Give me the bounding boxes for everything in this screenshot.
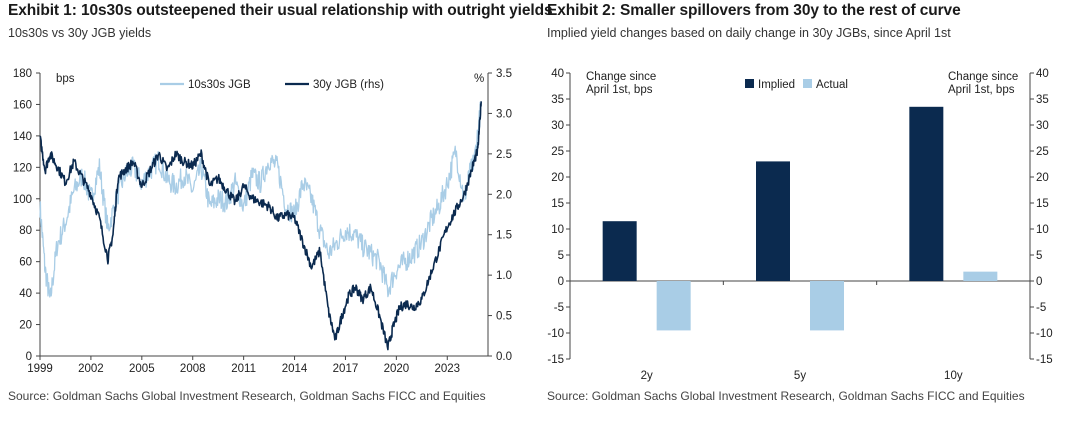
left-tick-label: 100 <box>13 194 32 206</box>
right-tick-label: 1.0 <box>496 270 512 282</box>
left-tick-label: 0 <box>558 276 564 288</box>
exhibit-2-title: Exhibit 2: Smaller spillovers from 30y t… <box>547 2 961 19</box>
x-tick-label: 2023 <box>434 363 460 375</box>
legend-label: Implied <box>758 79 795 91</box>
left-tick-label: 10 <box>551 224 564 236</box>
right-tick-label: 0.5 <box>496 311 512 323</box>
left-tick-label: 180 <box>13 68 32 80</box>
x-tick-label: 2017 <box>333 363 359 375</box>
legend-swatch <box>745 79 754 88</box>
left-axis-unit: bps <box>56 73 75 85</box>
left-tick-label: 40 <box>19 288 32 300</box>
right-tick-label: -5 <box>1036 302 1046 314</box>
series-line-10s30s-jgb <box>39 101 482 298</box>
left-tick-label: -10 <box>547 328 564 340</box>
right-tick-label: -10 <box>1036 328 1053 340</box>
bar-implied-10y <box>909 106 944 281</box>
right-tick-label: 30 <box>1036 120 1049 132</box>
left-tick-label: 80 <box>19 225 32 237</box>
x-tick-label: 1999 <box>27 363 53 375</box>
left-tick-label: 160 <box>13 99 32 111</box>
exhibit-2-source: Source: Goldman Sachs Global Investment … <box>547 389 1025 403</box>
legend-label: 30y JGB (rhs) <box>313 79 384 91</box>
category-label: 10y <box>944 370 963 382</box>
right-tick-label: -15 <box>1036 354 1053 366</box>
left-tick-label: 40 <box>551 68 564 80</box>
right-tick-label: 20 <box>1036 172 1049 184</box>
left-tick-label: 60 <box>19 257 32 269</box>
right-tick-label: 35 <box>1036 94 1049 106</box>
left-tick-label: 0 <box>26 351 32 363</box>
bar-implied-5y <box>756 161 790 281</box>
exhibit-1-source: Source: Goldman Sachs Global Investment … <box>8 389 486 403</box>
bar-actual-5y <box>810 281 844 331</box>
exhibit-1-title: Exhibit 1: 10s30s outsteepened their usu… <box>8 2 553 19</box>
left-tick-label: -15 <box>547 354 564 366</box>
legend-label: Actual <box>816 79 848 91</box>
right-tick-label: 0 <box>1036 276 1042 288</box>
left-tick-label: 5 <box>558 250 564 262</box>
x-tick-label: 2005 <box>129 363 155 375</box>
left-axis-note: Change since April 1st, bps <box>586 71 656 96</box>
right-axis-note: Change since April 1st, bps <box>948 71 1018 96</box>
left-tick-label: 20 <box>19 320 32 332</box>
right-axis-unit: % <box>474 73 484 85</box>
x-tick-label: 2014 <box>282 363 308 375</box>
category-label: 5y <box>794 370 806 382</box>
series-line-30y-jgb <box>39 101 482 351</box>
left-tick-label: 30 <box>551 120 564 132</box>
left-tick-label: 25 <box>551 146 564 158</box>
x-tick-label: 2008 <box>180 363 206 375</box>
x-tick-label: 2002 <box>78 363 104 375</box>
right-tick-label: 25 <box>1036 146 1049 158</box>
bar-actual-10y <box>963 271 998 281</box>
legend-swatch <box>803 79 812 88</box>
exhibit-2-chart: -15 -15 -10 -10 -5 -5 0 0 5 5 10 10 15 15 20 20 25 25 30 30… <box>547 68 1053 382</box>
exhibit-1-chart: 0 20 40 60 80 100 120 140 160 180 0.0 0.5 1.0 1.5 2.0 2… <box>13 68 512 375</box>
bar-implied-2y <box>602 221 637 281</box>
exhibit-2-subtitle: Implied yield changes based on daily cha… <box>547 26 951 40</box>
exhibit-1-panel: Exhibit 1: 10s30s outsteepened their usu… <box>0 0 553 423</box>
left-tick-label: 20 <box>551 172 564 184</box>
left-tick-label: 120 <box>13 162 32 174</box>
left-tick-label: -5 <box>554 302 564 314</box>
right-tick-label: 3.0 <box>496 108 512 120</box>
right-tick-label: 15 <box>1036 198 1049 210</box>
right-tick-label: 5 <box>1036 250 1042 262</box>
legend-label: 10s30s JGB <box>188 79 251 91</box>
right-tick-label: 2.0 <box>496 189 512 201</box>
right-tick-label: 3.5 <box>496 68 512 80</box>
left-tick-label: 15 <box>551 198 564 210</box>
right-tick-label: 1.5 <box>496 230 512 242</box>
category-label: 2y <box>641 370 653 382</box>
exhibit-2-panel: Exhibit 2: Smaller spillovers from 30y t… <box>540 0 1071 423</box>
bar-actual-2y <box>656 281 691 331</box>
right-tick-label: 0.0 <box>496 351 512 363</box>
right-tick-label: 10 <box>1036 224 1049 236</box>
left-tick-label: 140 <box>13 131 32 143</box>
x-tick-label: 2011 <box>231 363 256 375</box>
right-tick-label: 40 <box>1036 68 1049 80</box>
exhibit-1-subtitle: 10s30s vs 30y JGB yields <box>8 26 152 40</box>
right-tick-label: 2.5 <box>496 149 512 161</box>
x-tick-label: 2020 <box>384 363 410 375</box>
left-tick-label: 35 <box>551 94 564 106</box>
